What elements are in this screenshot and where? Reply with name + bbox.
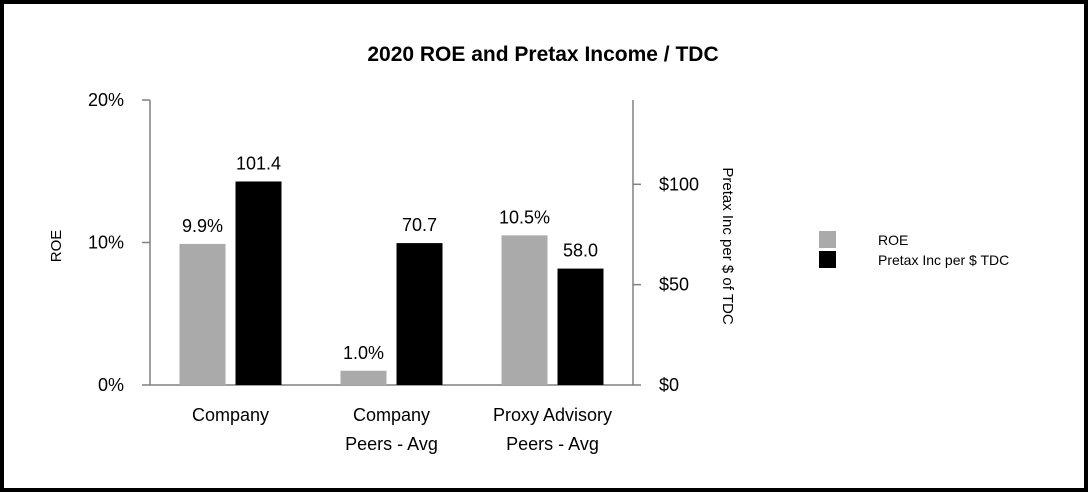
data-labels: 9.9% 101.4 1.0% 70.7 10.5% 58.0 — [182, 153, 598, 362]
chart: 2020 ROE and Pretax Income / TDC 0% 10% 20… — [48, 43, 1009, 454]
category-labels: Company Company Peers - Avg Proxy Advisory P… — [192, 405, 612, 454]
left-tick-label: 0% — [98, 375, 124, 395]
legend-swatch — [819, 251, 836, 268]
right-tick-label: $50 — [659, 275, 689, 295]
bars — [179, 181, 604, 385]
data-label: 9.9% — [182, 216, 223, 236]
category-label: Proxy Advisory — [493, 405, 612, 425]
left-tick-label: 20% — [88, 90, 124, 110]
data-label: 101.4 — [236, 153, 281, 173]
bar-roe — [501, 235, 548, 385]
bar-roe — [179, 243, 226, 385]
data-label: 10.5% — [499, 207, 550, 227]
category-label: Company — [353, 405, 430, 425]
category-label: Peers - Avg — [345, 434, 438, 454]
right-tick-label: $0 — [659, 375, 679, 395]
axes: 0% 10% 20% $0 $50 $100 — [88, 90, 699, 395]
left-tick-label: 10% — [88, 233, 124, 253]
left-axis-title: ROE — [48, 230, 65, 263]
legend-label: Pretax Inc per $ TDC — [878, 252, 1009, 268]
chart-title: 2020 ROE and Pretax Income / TDC — [367, 43, 718, 66]
data-label: 58.0 — [563, 241, 598, 261]
data-label: 70.7 — [402, 215, 437, 235]
bar-roe — [340, 370, 387, 385]
right-axis-title: Pretax Inc per $ of TDC — [719, 167, 736, 324]
data-label: 1.0% — [343, 343, 384, 363]
legend-label: ROE — [878, 232, 908, 248]
legend-swatch — [819, 231, 836, 248]
bar-pretax-inc-per-tdc — [396, 243, 443, 385]
bar-pretax-inc-per-tdc — [235, 181, 282, 385]
legend: ROE Pretax Inc per $ TDC — [819, 231, 1009, 268]
bar-pretax-inc-per-tdc — [557, 268, 604, 385]
category-label: Peers - Avg — [506, 434, 599, 454]
right-tick-label: $100 — [659, 174, 699, 194]
category-label: Company — [192, 405, 269, 425]
